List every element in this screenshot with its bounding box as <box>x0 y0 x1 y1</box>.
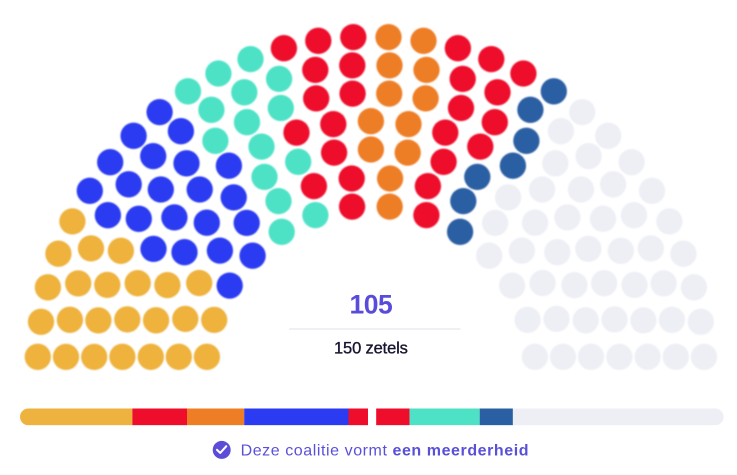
svg-text:150 zetels: 150 zetels <box>334 339 408 357</box>
svg-text:105: 105 <box>350 289 393 319</box>
svg-text:Deze coalitie vormt een meerde: Deze coalitie vormt een meerderheid <box>241 443 530 460</box>
